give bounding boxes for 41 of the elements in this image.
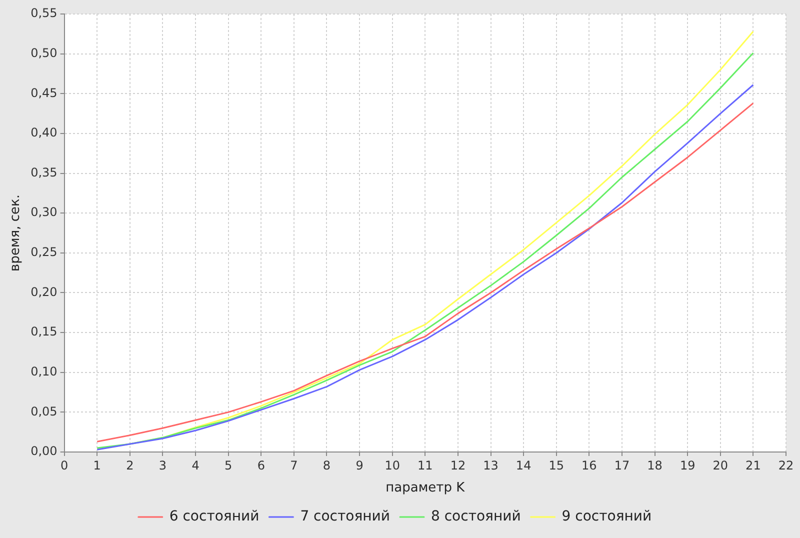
- x-tick-label: 0: [60, 458, 68, 472]
- y-tick-label: 0,15: [30, 324, 58, 339]
- x-tick-label: 13: [483, 458, 498, 472]
- x-tick-label: 12: [450, 458, 466, 472]
- x-tick-label: 8: [322, 458, 331, 472]
- x-tick-label: 1: [93, 458, 101, 472]
- legend-label: 7 состояний: [300, 508, 390, 525]
- x-tick-label: 18: [647, 458, 662, 472]
- x-tick-label: 15: [548, 458, 564, 472]
- x-tick-label: 14: [516, 458, 532, 472]
- x-tick-label: 5: [224, 458, 232, 472]
- legend-label: 6 состояний: [169, 508, 260, 525]
- legend-label: 9 состояний: [562, 508, 652, 525]
- x-tick-label: 17: [614, 458, 630, 472]
- x-tick-label: 11: [418, 458, 433, 472]
- x-tick-label: 10: [384, 458, 400, 472]
- y-axis-title: время, сек.: [8, 194, 24, 272]
- x-tick-label: 21: [746, 458, 761, 472]
- x-tick-label: 7: [290, 458, 298, 472]
- x-tick-label: 16: [582, 458, 597, 472]
- x-tick-label: 9: [356, 458, 364, 472]
- y-tick-label: 0,10: [30, 364, 58, 378]
- y-tick-label: 0,00: [30, 444, 58, 458]
- x-tick-label: 22: [778, 458, 794, 472]
- x-axis-title: параметр K: [386, 480, 466, 496]
- x-tick-label: 19: [680, 458, 696, 472]
- y-tick-label: 0,45: [30, 86, 58, 100]
- x-tick-label: 4: [192, 458, 200, 472]
- y-tick-label: 0,05: [30, 404, 58, 418]
- y-tick-label: 0,40: [30, 126, 58, 140]
- y-tick-label: 0,20: [30, 284, 58, 299]
- x-tick-label: 20: [712, 458, 728, 472]
- x-tick-label: 3: [158, 458, 167, 472]
- y-tick-label: 0,30: [30, 205, 58, 220]
- y-tick-label: 0,35: [30, 165, 58, 180]
- x-tick-label: 6: [257, 458, 265, 472]
- legend-label: 8 состояний: [431, 508, 521, 525]
- y-tick-label: 0,50: [30, 46, 58, 60]
- y-tick-label: 0,55: [30, 6, 58, 20]
- y-tick-label: 0,25: [30, 245, 58, 260]
- x-tick-label: 2: [126, 458, 134, 472]
